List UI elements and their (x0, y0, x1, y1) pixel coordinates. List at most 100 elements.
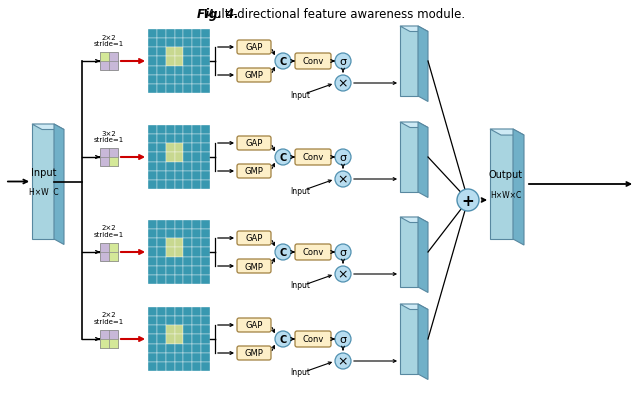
Bar (201, 57, 210, 66)
Bar (157, 221, 166, 230)
Polygon shape (418, 123, 428, 198)
Text: C: C (280, 153, 287, 163)
Bar (148, 275, 157, 284)
Bar (184, 257, 192, 266)
Bar (201, 307, 210, 316)
FancyBboxPatch shape (237, 137, 271, 151)
Bar (184, 344, 192, 353)
FancyBboxPatch shape (237, 41, 271, 55)
Bar (201, 362, 210, 371)
Bar (148, 335, 157, 344)
Bar (201, 76, 210, 85)
Bar (166, 362, 175, 371)
FancyBboxPatch shape (237, 231, 271, 245)
Circle shape (335, 331, 351, 347)
Text: GAP: GAP (245, 234, 262, 243)
Bar (166, 162, 175, 171)
Bar (157, 316, 166, 325)
Bar (166, 76, 175, 85)
Bar (109, 158, 118, 166)
Circle shape (335, 150, 351, 166)
Bar (175, 57, 184, 66)
Bar (166, 230, 175, 239)
Bar (201, 171, 210, 180)
Bar (157, 325, 166, 335)
Bar (175, 221, 184, 230)
Bar (166, 85, 175, 94)
Bar (148, 248, 157, 257)
Circle shape (275, 244, 291, 260)
Bar (166, 221, 175, 230)
Circle shape (335, 266, 351, 282)
Bar (201, 257, 210, 266)
Bar (109, 243, 118, 252)
Bar (157, 344, 166, 353)
Bar (166, 353, 175, 362)
Bar (148, 144, 157, 153)
Bar (192, 135, 201, 144)
FancyBboxPatch shape (295, 150, 331, 166)
Bar (184, 153, 192, 162)
Text: ×: × (338, 77, 348, 90)
Circle shape (275, 331, 291, 347)
Bar (166, 275, 175, 284)
Text: C: C (280, 247, 287, 257)
Text: Output: Output (488, 170, 523, 180)
Bar (157, 230, 166, 239)
Bar (157, 307, 166, 316)
Bar (175, 66, 184, 76)
Bar (192, 48, 201, 57)
Polygon shape (400, 27, 428, 33)
Polygon shape (490, 130, 513, 240)
Bar (201, 66, 210, 76)
Bar (166, 335, 175, 344)
Text: Multi-directional feature awareness module.: Multi-directional feature awareness modu… (200, 7, 465, 21)
Bar (166, 316, 175, 325)
Bar (192, 344, 201, 353)
Bar (148, 239, 157, 248)
Bar (175, 39, 184, 48)
Bar (148, 85, 157, 94)
FancyBboxPatch shape (295, 244, 331, 260)
Bar (192, 39, 201, 48)
Bar (148, 48, 157, 57)
Text: σ: σ (339, 153, 346, 163)
Bar (184, 57, 192, 66)
Bar (184, 76, 192, 85)
Text: Conv: Conv (302, 57, 324, 66)
Polygon shape (418, 27, 428, 102)
Polygon shape (32, 125, 64, 130)
Bar (166, 325, 175, 335)
Bar (184, 248, 192, 257)
Bar (175, 126, 184, 135)
Text: ×: × (338, 355, 348, 368)
Bar (184, 171, 192, 180)
Circle shape (457, 190, 479, 211)
Bar (201, 221, 210, 230)
Text: Conv: Conv (302, 153, 324, 162)
Bar (175, 30, 184, 39)
Polygon shape (32, 125, 54, 240)
Bar (175, 316, 184, 325)
Text: C: C (280, 57, 287, 67)
Bar (192, 171, 201, 180)
Bar (166, 30, 175, 39)
Bar (157, 162, 166, 171)
Bar (148, 66, 157, 76)
Bar (109, 339, 118, 348)
Bar (157, 57, 166, 66)
Bar (157, 335, 166, 344)
Bar (166, 135, 175, 144)
Bar (148, 153, 157, 162)
Text: 2×2
stride=1: 2×2 stride=1 (94, 312, 124, 325)
Bar (157, 239, 166, 248)
Bar (166, 248, 175, 257)
Bar (100, 53, 109, 62)
Bar (166, 153, 175, 162)
Bar (184, 316, 192, 325)
Text: σ: σ (339, 247, 346, 257)
Bar (148, 257, 157, 266)
Text: GAP: GAP (245, 139, 262, 148)
Bar (192, 126, 201, 135)
Bar (157, 362, 166, 371)
